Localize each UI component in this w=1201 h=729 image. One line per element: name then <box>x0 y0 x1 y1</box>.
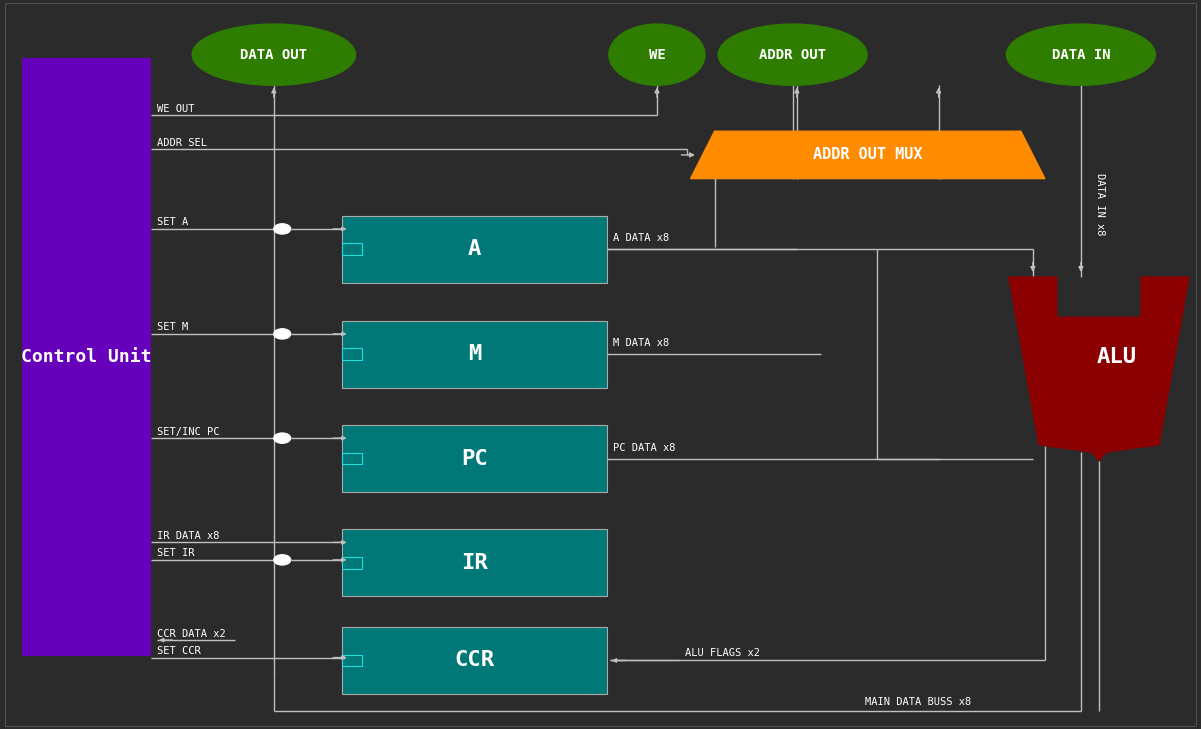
FancyBboxPatch shape <box>342 529 607 596</box>
Text: MAIN DATA BUSS x8: MAIN DATA BUSS x8 <box>865 697 970 707</box>
Polygon shape <box>1009 277 1189 461</box>
Circle shape <box>274 224 291 234</box>
Ellipse shape <box>1006 24 1155 85</box>
Text: Control Unit: Control Unit <box>22 348 151 366</box>
Text: WE: WE <box>649 47 665 62</box>
Ellipse shape <box>718 24 867 85</box>
FancyBboxPatch shape <box>342 321 607 388</box>
Text: SET M: SET M <box>157 322 189 332</box>
FancyBboxPatch shape <box>342 627 607 694</box>
Text: A DATA x8: A DATA x8 <box>613 233 669 243</box>
Text: DATA OUT: DATA OUT <box>240 47 307 62</box>
FancyBboxPatch shape <box>22 58 151 656</box>
Text: SET/INC PC: SET/INC PC <box>157 426 220 437</box>
Text: ALU FLAGS x2: ALU FLAGS x2 <box>685 648 759 658</box>
Text: ALU: ALU <box>1097 347 1137 367</box>
FancyBboxPatch shape <box>342 425 607 492</box>
Text: SET IR: SET IR <box>157 548 195 558</box>
Text: ADDR OUT: ADDR OUT <box>759 47 826 62</box>
Text: A: A <box>467 239 482 260</box>
Text: DATA IN: DATA IN <box>1052 47 1110 62</box>
Text: M: M <box>467 344 482 364</box>
Polygon shape <box>691 131 1045 179</box>
Text: DATA IN x8: DATA IN x8 <box>1095 173 1105 235</box>
Text: SET CCR: SET CCR <box>157 646 201 656</box>
Ellipse shape <box>192 24 355 85</box>
Text: ADDR SEL: ADDR SEL <box>157 138 208 148</box>
Text: PC: PC <box>461 448 488 469</box>
Text: CCR: CCR <box>454 650 495 671</box>
Ellipse shape <box>609 24 705 85</box>
Text: CCR DATA x2: CCR DATA x2 <box>157 628 226 639</box>
Circle shape <box>274 433 291 443</box>
Text: IR: IR <box>461 553 488 573</box>
Text: SET A: SET A <box>157 217 189 227</box>
Text: WE OUT: WE OUT <box>157 104 195 114</box>
FancyBboxPatch shape <box>342 216 607 283</box>
Text: ADDR OUT MUX: ADDR OUT MUX <box>813 147 922 163</box>
Text: M DATA x8: M DATA x8 <box>613 338 669 348</box>
Text: PC DATA x8: PC DATA x8 <box>613 443 675 453</box>
Circle shape <box>274 555 291 565</box>
Circle shape <box>274 329 291 339</box>
Text: IR DATA x8: IR DATA x8 <box>157 531 220 541</box>
